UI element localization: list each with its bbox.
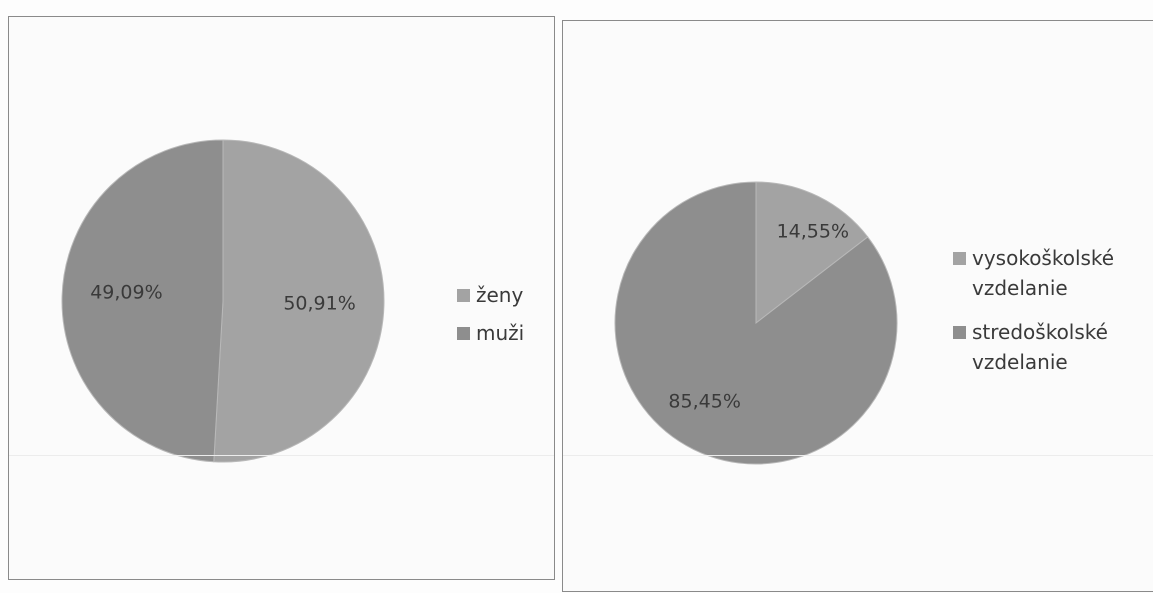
legend-swatch (457, 327, 470, 340)
divider-line (563, 455, 1153, 456)
divider-line (9, 455, 554, 456)
chart-frame-education: 14,55% 85,45% vysokoškolské vzdelanie str… (562, 20, 1153, 592)
legend-label: ženy (476, 283, 524, 307)
pie-slice-1 (61, 139, 224, 463)
legend-swatch (457, 289, 470, 302)
pie-data-label-0: 50,91% (283, 292, 355, 314)
legend-swatch (953, 326, 966, 339)
legend-item-stredoskolske: stredoškolské vzdelanie (953, 317, 1114, 377)
legend-gender: ženy muži (457, 280, 524, 356)
pie-slice-0 (755, 181, 869, 325)
legend-label: vysokoškolské vzdelanie (972, 246, 1115, 300)
pie-chart-gender: 50,91% 49,09% (61, 139, 385, 463)
pie-slice-1 (614, 181, 898, 465)
legend-item-muzi: muži (457, 318, 524, 348)
pie-slice-0 (213, 139, 385, 463)
legend-label: muži (476, 321, 525, 345)
legend-label: stredoškolské vzdelanie (972, 320, 1108, 374)
legend-education: vysokoškolské vzdelanie stredoškolské vz… (953, 243, 1114, 391)
legend-item-zeny: ženy (457, 280, 524, 310)
pie-data-label-1: 85,45% (668, 390, 740, 412)
legend-item-vysokoskolske: vysokoškolské vzdelanie (953, 243, 1114, 303)
chart-frame-gender: 50,91% 49,09% ženy muži (8, 16, 555, 580)
pie-chart-education: 14,55% 85,45% (614, 181, 898, 465)
pie-data-label-0: 14,55% (777, 220, 849, 242)
legend-swatch (953, 252, 966, 265)
pie-data-label-1: 49,09% (90, 282, 162, 304)
